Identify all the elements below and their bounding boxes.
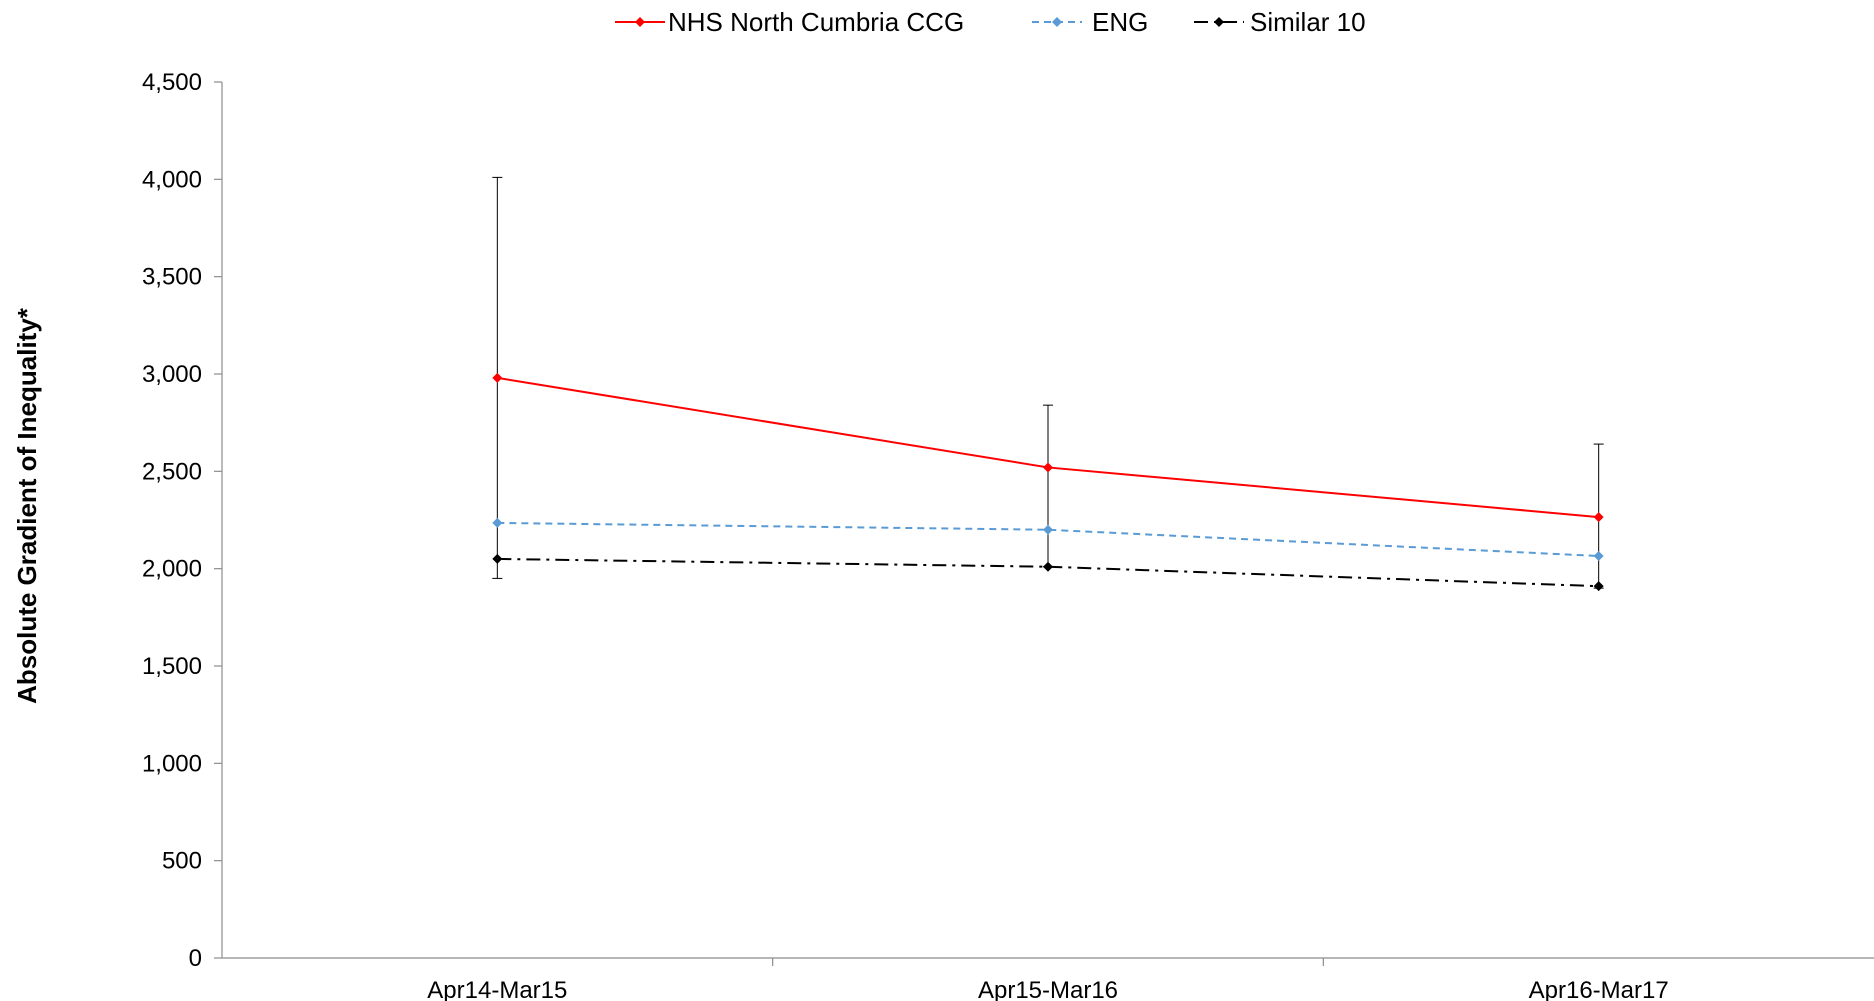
series-line-2 xyxy=(497,557,1599,588)
legend-label-1: ENG xyxy=(1092,7,1148,37)
data-point xyxy=(492,372,503,383)
data-point xyxy=(1043,561,1053,572)
y-axis-title: Absolute Gradient of Inequality* xyxy=(12,307,42,704)
y-tick-label: 4,000 xyxy=(142,166,202,193)
y-tick-label: 3,500 xyxy=(142,264,202,291)
legend-marker-0 xyxy=(635,17,645,27)
data-point xyxy=(1593,512,1604,523)
legend-label-2: Similar 10 xyxy=(1250,7,1366,37)
y-tick-label: 3,000 xyxy=(142,361,202,388)
x-tick-label: Apr14-Mar15 xyxy=(427,977,567,1001)
legend-marker-2 xyxy=(1214,17,1224,27)
y-tick-label: 4,500 xyxy=(142,69,202,96)
data-point xyxy=(492,553,503,564)
y-tick-label: 0 xyxy=(189,945,202,972)
markers xyxy=(492,372,1604,592)
data-point xyxy=(1043,462,1053,473)
data-point xyxy=(1593,581,1604,592)
series-line-1 xyxy=(497,521,1599,558)
legend: NHS North Cumbria CCG ENG Similar 10 xyxy=(615,7,1366,37)
legend-marker-1 xyxy=(1052,17,1062,27)
y-tick-label: 1,000 xyxy=(142,750,202,777)
data-point xyxy=(1043,524,1053,535)
y-tick-label: 1,500 xyxy=(142,653,202,680)
legend-label-0: NHS North Cumbria CCG xyxy=(668,7,964,37)
data-point xyxy=(1593,551,1604,562)
x-tick-label: Apr15-Mar16 xyxy=(978,977,1118,1001)
y-tick-label: 500 xyxy=(162,848,202,875)
y-tick-label: 2,000 xyxy=(142,556,202,583)
x-tick-label: Apr16-Mar17 xyxy=(1529,977,1669,1001)
data-point xyxy=(492,517,503,528)
y-tick-label: 2,500 xyxy=(142,458,202,485)
axes: 0 500 1,000 1,500 2,000 2,500 3,000 3,500 4,000 4… xyxy=(142,69,1874,1001)
